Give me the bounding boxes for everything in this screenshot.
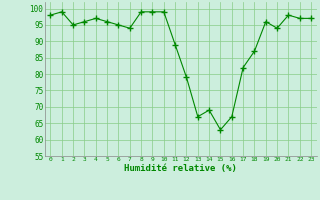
X-axis label: Humidité relative (%): Humidité relative (%)	[124, 164, 237, 173]
